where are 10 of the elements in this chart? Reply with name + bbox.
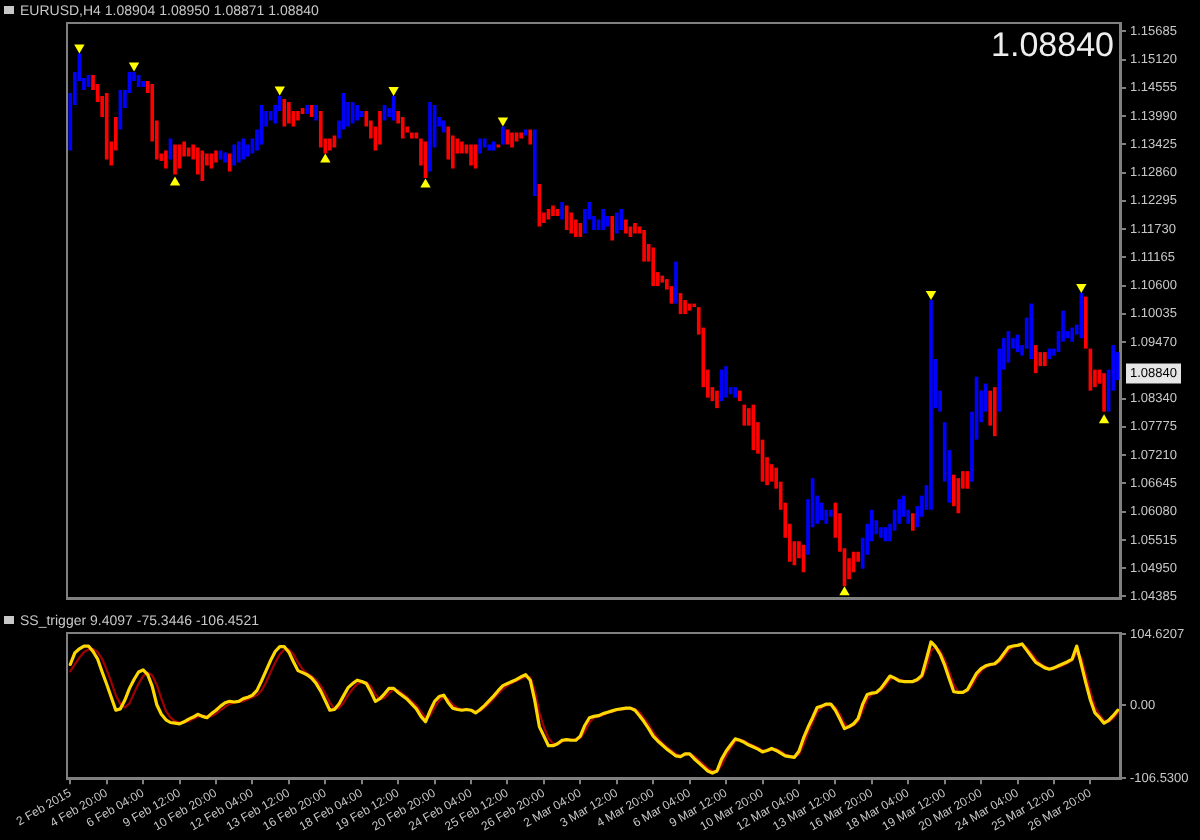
point <box>497 117 509 127</box>
point <box>420 178 431 188</box>
point <box>925 291 937 301</box>
point <box>1098 414 1110 424</box>
point <box>320 153 331 163</box>
point <box>839 586 850 596</box>
point <box>169 176 181 186</box>
point <box>1076 284 1087 294</box>
point <box>388 87 399 97</box>
annotation: 1.08840 <box>991 26 1114 65</box>
